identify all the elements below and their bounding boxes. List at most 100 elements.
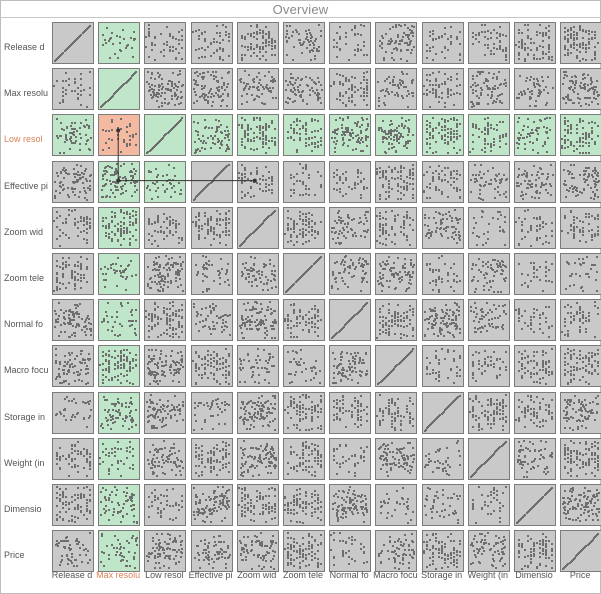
scatter-point [505, 277, 507, 279]
scatter-cell[interactable] [329, 114, 371, 156]
scatter-cell[interactable] [329, 161, 371, 203]
scatter-point [484, 129, 486, 131]
scatter-cell[interactable] [514, 114, 556, 156]
scatter-cell[interactable] [283, 207, 325, 249]
scatter-point [290, 90, 292, 92]
scatter-cell[interactable] [237, 22, 279, 64]
scatter-cell[interactable] [468, 253, 510, 295]
scatter-cell[interactable] [98, 161, 140, 203]
scatter-cell[interactable] [468, 207, 510, 249]
scatter-cell[interactable] [468, 161, 510, 203]
scatter-cell[interactable] [422, 253, 464, 295]
scatter-cell[interactable] [375, 253, 417, 295]
scatter-point [340, 263, 342, 265]
scatter-point [331, 137, 333, 139]
scatter-cell[interactable] [191, 253, 233, 295]
scatter-cell[interactable] [98, 253, 140, 295]
scatter-cell[interactable] [514, 68, 556, 110]
scatter-cell[interactable] [52, 253, 94, 295]
scatter-cell[interactable] [52, 207, 94, 249]
scatter-point [354, 182, 356, 184]
scatter-cell[interactable] [52, 299, 94, 341]
scatter-point [426, 197, 428, 199]
scatter-cell[interactable] [52, 68, 94, 110]
scatter-cell[interactable] [329, 253, 371, 295]
scatter-cell[interactable] [144, 22, 186, 64]
scatter-cell[interactable] [422, 68, 464, 110]
scatter-cell[interactable] [560, 161, 601, 203]
scatter-cell[interactable] [98, 22, 140, 64]
scatter-point [484, 54, 486, 56]
scatter-point [533, 268, 535, 270]
scatter-cell[interactable] [560, 253, 601, 295]
scatter-point [317, 95, 319, 97]
scatter-cell[interactable] [144, 68, 186, 110]
scatter-cell[interactable] [422, 22, 464, 64]
scatter-cell[interactable] [191, 207, 233, 249]
scatter-cell[interactable] [375, 68, 417, 110]
scatter-cell[interactable] [237, 161, 279, 203]
scatter-point [262, 175, 264, 177]
scatter-cell[interactable] [237, 207, 279, 249]
scatter-point [117, 129, 119, 131]
scatter-cell[interactable] [283, 161, 325, 203]
scatter-cell[interactable] [375, 22, 417, 64]
scatter-cell[interactable] [191, 161, 233, 203]
scatter-cell[interactable] [98, 114, 140, 156]
scatter-cell[interactable] [560, 22, 601, 64]
scatter-cell[interactable] [514, 161, 556, 203]
scatter-cell[interactable] [514, 207, 556, 249]
scatter-cell[interactable] [191, 68, 233, 110]
scatter-point [336, 56, 338, 58]
scatter-point [472, 232, 474, 234]
scatter-cell[interactable] [237, 253, 279, 295]
scatter-cell[interactable] [422, 207, 464, 249]
scatter-cell[interactable] [98, 207, 140, 249]
scatter-cell[interactable] [98, 68, 140, 110]
scatter-cell[interactable] [560, 114, 601, 156]
scatter-cell[interactable] [52, 161, 94, 203]
scatter-point [80, 231, 82, 233]
scatter-cell[interactable] [468, 22, 510, 64]
scatter-cell[interactable] [283, 68, 325, 110]
scatter-cell[interactable] [237, 114, 279, 156]
scatter-point [215, 71, 217, 73]
scatter-point [545, 241, 547, 243]
scatter-cell[interactable] [422, 114, 464, 156]
scatter-cell[interactable] [52, 22, 94, 64]
scatter-point [64, 331, 66, 333]
scatter-cell[interactable] [329, 207, 371, 249]
scatter-cell[interactable] [191, 114, 233, 156]
scatter-cell[interactable] [283, 22, 325, 64]
scatter-cell[interactable] [144, 161, 186, 203]
scatter-cell[interactable] [144, 207, 186, 249]
scatter-cell[interactable] [191, 22, 233, 64]
scatter-point [485, 272, 487, 274]
scatter-cell[interactable] [422, 161, 464, 203]
scatter-cell[interactable] [514, 22, 556, 64]
scatter-cell[interactable] [144, 253, 186, 295]
scatter-cell[interactable] [375, 114, 417, 156]
scatter-cell[interactable] [560, 207, 601, 249]
scatter-cell[interactable] [329, 22, 371, 64]
scatter-point [400, 25, 402, 27]
scatter-point [308, 174, 310, 176]
scatter-cell[interactable] [375, 207, 417, 249]
scatter-cell[interactable] [237, 68, 279, 110]
scatter-point [287, 84, 289, 86]
scatter-cell[interactable] [283, 114, 325, 156]
scatter-cell[interactable] [375, 161, 417, 203]
scatter-cell[interactable] [514, 253, 556, 295]
scatter-cell[interactable] [283, 253, 325, 295]
scatter-cell[interactable] [560, 68, 601, 110]
scatter-cell[interactable] [52, 114, 94, 156]
scatter-cell[interactable] [468, 114, 510, 156]
scatter-point [530, 280, 532, 282]
scatter-point [490, 97, 492, 99]
scatter-cell[interactable] [468, 68, 510, 110]
scatter-cell[interactable] [144, 114, 186, 156]
scatter-point [286, 30, 288, 32]
scatter-point [412, 92, 414, 94]
scatter-cell[interactable] [329, 68, 371, 110]
scatter-point [412, 32, 414, 34]
